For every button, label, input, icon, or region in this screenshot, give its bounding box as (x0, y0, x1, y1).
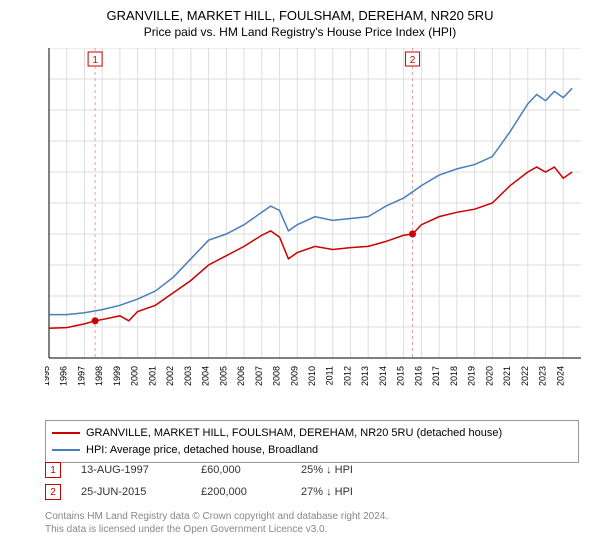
svg-text:1999: 1999 (112, 366, 122, 386)
legend-label: GRANVILLE, MARKET HILL, FOULSHAM, DEREHA… (86, 425, 502, 442)
svg-text:2008: 2008 (272, 366, 282, 386)
sale-delta: 25% ↓ HPI (301, 464, 353, 476)
svg-text:2001: 2001 (147, 366, 157, 386)
svg-text:2021: 2021 (502, 366, 512, 386)
legend-row: HPI: Average price, detached house, Broa… (52, 442, 572, 459)
svg-text:2018: 2018 (449, 366, 459, 386)
svg-text:2010: 2010 (307, 366, 317, 386)
sale-row: 1 13-AUG-1997 £60,000 25% ↓ HPI (45, 462, 353, 478)
svg-text:2020: 2020 (484, 366, 494, 386)
svg-text:1998: 1998 (94, 366, 104, 386)
svg-text:2002: 2002 (165, 366, 175, 386)
legend-label: HPI: Average price, detached house, Broa… (86, 442, 318, 459)
svg-text:1: 1 (92, 55, 98, 66)
sale-row: 2 25-JUN-2015 £200,000 27% ↓ HPI (45, 484, 353, 500)
legend-swatch (52, 449, 80, 451)
chart-svg: £0£50K£100K£150K£200K£250K£300K£350K£400… (45, 48, 585, 393)
sale-marker-icon: 2 (45, 484, 61, 500)
chart-title-line1: GRANVILLE, MARKET HILL, FOULSHAM, DEREHA… (0, 8, 600, 23)
chart-title-line2: Price paid vs. HM Land Registry's House … (0, 25, 600, 39)
svg-text:2023: 2023 (538, 366, 548, 386)
svg-text:2016: 2016 (413, 366, 423, 386)
sales-block: 1 13-AUG-1997 £60,000 25% ↓ HPI 2 25-JUN… (45, 462, 353, 506)
sale-price: £200,000 (201, 486, 281, 498)
svg-text:1995: 1995 (45, 366, 51, 386)
sale-delta: 27% ↓ HPI (301, 486, 353, 498)
sale-date: 13-AUG-1997 (81, 464, 181, 476)
legend: GRANVILLE, MARKET HILL, FOULSHAM, DEREHA… (45, 420, 579, 463)
svg-text:1996: 1996 (59, 366, 69, 386)
svg-text:2005: 2005 (218, 366, 228, 386)
svg-text:2019: 2019 (467, 366, 477, 386)
svg-text:2: 2 (410, 55, 416, 66)
footer-line2: This data is licensed under the Open Gov… (45, 523, 388, 536)
chart-area: £0£50K£100K£150K£200K£250K£300K£350K£400… (45, 48, 585, 393)
svg-text:2012: 2012 (342, 366, 352, 386)
footer: Contains HM Land Registry data © Crown c… (45, 510, 388, 536)
svg-text:2003: 2003 (183, 366, 193, 386)
sale-price: £60,000 (201, 464, 281, 476)
sale-date: 25-JUN-2015 (81, 486, 181, 498)
svg-text:2011: 2011 (325, 366, 335, 385)
svg-text:2013: 2013 (360, 366, 370, 386)
chart-container: GRANVILLE, MARKET HILL, FOULSHAM, DEREHA… (0, 0, 600, 560)
svg-text:2009: 2009 (289, 366, 299, 386)
svg-text:1997: 1997 (76, 366, 86, 386)
svg-text:2006: 2006 (236, 366, 246, 386)
svg-text:2017: 2017 (431, 366, 441, 386)
svg-text:2000: 2000 (130, 366, 140, 386)
svg-text:2007: 2007 (254, 366, 264, 386)
svg-text:2014: 2014 (378, 366, 388, 386)
title-block: GRANVILLE, MARKET HILL, FOULSHAM, DEREHA… (0, 0, 600, 39)
svg-text:2015: 2015 (396, 366, 406, 386)
svg-text:2024: 2024 (555, 366, 565, 386)
footer-line1: Contains HM Land Registry data © Crown c… (45, 510, 388, 523)
svg-text:2022: 2022 (520, 366, 530, 386)
legend-row: GRANVILLE, MARKET HILL, FOULSHAM, DEREHA… (52, 425, 572, 442)
legend-swatch (52, 432, 80, 434)
sale-marker-icon: 1 (45, 462, 61, 478)
svg-text:2004: 2004 (201, 366, 211, 386)
